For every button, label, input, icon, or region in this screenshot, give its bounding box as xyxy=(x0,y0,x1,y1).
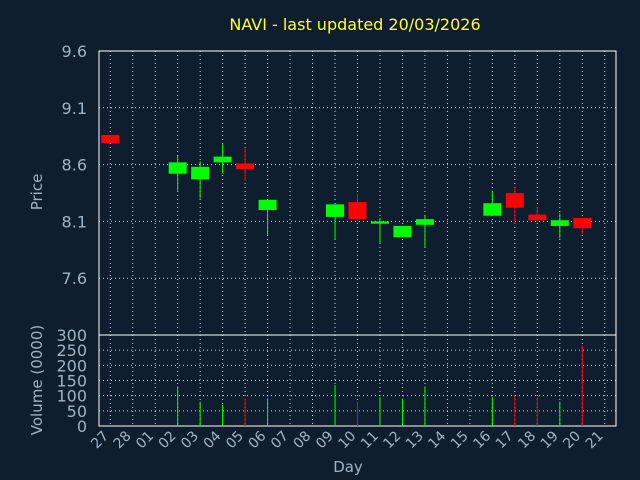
candle-body xyxy=(236,163,255,170)
candle-body xyxy=(573,217,592,229)
candle-body xyxy=(348,202,367,220)
candle-body xyxy=(550,220,569,226)
candle-body xyxy=(101,135,120,144)
price-tick-label: 8.1 xyxy=(62,212,87,231)
candle-body xyxy=(415,219,434,225)
chart-title: NAVI - last updated 20/03/2026 xyxy=(229,15,480,34)
volume-tick-label: 100 xyxy=(56,387,87,406)
price-tick-label: 9.6 xyxy=(62,42,87,61)
candle-body xyxy=(505,193,524,208)
volume-tick-label: 0 xyxy=(77,417,87,436)
x-axis-label: Day xyxy=(333,458,363,476)
candle-body xyxy=(168,162,187,174)
candle-body xyxy=(393,225,412,238)
volume-tick-label: 50 xyxy=(67,402,87,421)
volume-axis-label: Volume (0000) xyxy=(28,325,46,435)
candle-body xyxy=(213,156,232,163)
candle-body xyxy=(326,204,345,217)
candle-body xyxy=(483,203,502,216)
candle-body xyxy=(258,199,277,211)
price-tick-label: 9.1 xyxy=(62,99,87,118)
volume-tick-label: 300 xyxy=(56,326,87,345)
volume-tick-label: 250 xyxy=(56,341,87,360)
candle-body xyxy=(191,166,210,180)
volume-tick-label: 150 xyxy=(56,372,87,391)
candle-body xyxy=(370,221,389,224)
price-axis-label: Price xyxy=(28,174,46,211)
candle-body xyxy=(528,214,547,221)
price-tick-label: 7.6 xyxy=(62,269,87,288)
price-tick-label: 8.6 xyxy=(62,156,87,175)
volume-tick-label: 200 xyxy=(56,356,87,375)
